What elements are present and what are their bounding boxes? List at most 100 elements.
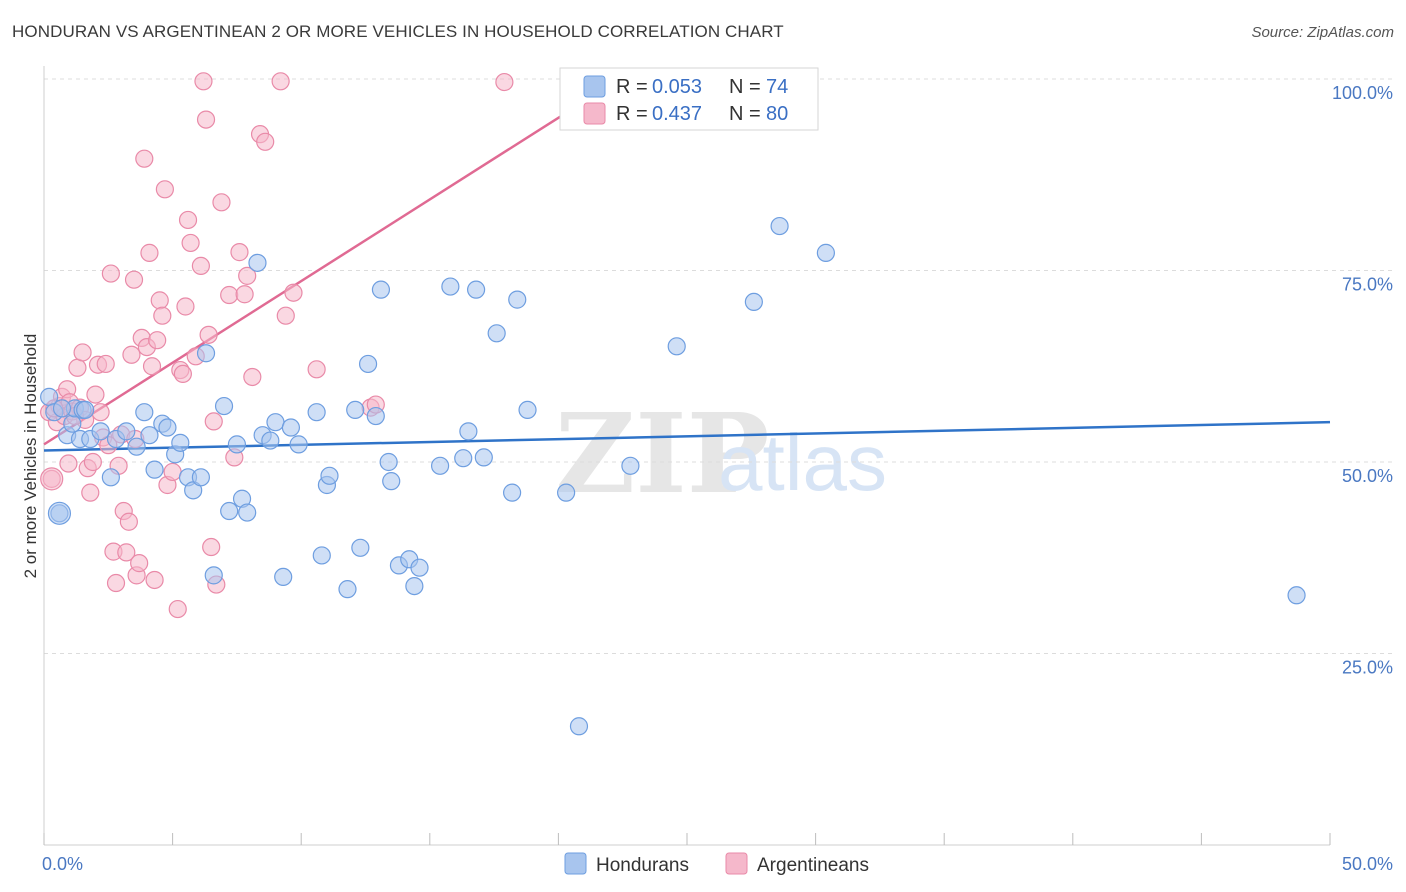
correlation-legend: R = 0.053 N = 74 R = 0.437 N = 80 — [559, 67, 819, 131]
point-hondurans-70 — [816, 243, 835, 262]
source-credit: Source: ZipAtlas.com — [1251, 24, 1394, 41]
chart-title: HONDURAN VS ARGENTINEAN 2 OR MORE VEHICL… — [12, 22, 784, 41]
point-argentineans-77 — [59, 454, 78, 473]
axes: 25.0% 50.0% 75.0% 100.0% — [43, 66, 1393, 846]
point-hondurans-27 — [220, 501, 239, 521]
legend-n-value-argentineans: 80 — [766, 103, 788, 125]
point-argentineans-36 — [140, 243, 159, 262]
y-axis-label: 2 or more Vehicles in Household — [21, 334, 40, 579]
point-hondurans-37 — [289, 435, 308, 454]
series-legend: Hondurans Argentineans — [564, 852, 869, 876]
point-hondurans-52 — [405, 576, 424, 596]
legend-r-label-1: R = — [616, 76, 648, 98]
point-hondurans-38 — [307, 403, 326, 422]
point-hondurans-66 — [621, 456, 640, 475]
point-hondurans-25 — [204, 566, 223, 585]
y-tick-label-25: 25.0% — [1342, 658, 1393, 678]
point-argentineans-50 — [181, 233, 200, 253]
point-hondurans-59 — [474, 448, 493, 467]
point-hondurans-65 — [569, 717, 589, 736]
legend-r-label-2: R = — [616, 103, 648, 125]
trend-line-hondurans — [43, 420, 1331, 452]
point-hondurans-36 — [281, 418, 301, 437]
point-hondurans-44 — [351, 538, 370, 557]
point-hondurans-28 — [227, 435, 246, 454]
point-argentineans-48 — [176, 297, 195, 316]
point-argentineans-large — [40, 467, 64, 491]
point-hondurans-47 — [371, 280, 391, 299]
y-tick-label-75: 75.0% — [1342, 275, 1393, 295]
point-argentineans-32 — [130, 554, 149, 573]
y-tick-label-50: 50.0% — [1342, 466, 1393, 486]
gridlines — [44, 78, 1393, 654]
legend-swatch-hondurans — [583, 75, 606, 98]
point-argentineans-60 — [220, 285, 239, 305]
point-hondurans-16 — [145, 460, 164, 479]
point-argentineans-30 — [124, 270, 144, 289]
point-argentineans-38 — [145, 570, 164, 590]
point-hondurans-46 — [366, 406, 385, 426]
point-hondurans-10 — [101, 468, 120, 487]
series-legend-label-hondurans: Hondurans — [596, 855, 689, 876]
point-hondurans-60 — [487, 324, 506, 343]
legend-n-value-hondurans: 74 — [766, 76, 788, 98]
legend-n-label-1: N = — [729, 76, 761, 98]
point-argentineans-47 — [173, 364, 192, 384]
point-hondurans-53 — [410, 558, 429, 577]
point-argentineans-65 — [243, 367, 262, 387]
trend-line-argentineans — [43, 108, 572, 446]
point-hondurans-61 — [503, 483, 522, 502]
point-argentineans-28 — [119, 512, 138, 531]
point-hondurans-69 — [770, 216, 789, 236]
point-hondurans-54 — [430, 456, 450, 475]
point-argentineans-53 — [194, 72, 213, 91]
point-argentineans-21 — [101, 264, 120, 283]
point-argentineans-68 — [271, 72, 290, 91]
point-argentineans-16 — [86, 385, 105, 404]
point-hondurans-64 — [557, 483, 576, 502]
point-hondurans-23 — [191, 468, 210, 487]
point-hondurans-12 — [117, 422, 136, 441]
watermark-zip: ZIP — [555, 389, 769, 518]
point-argentineans-23 — [106, 573, 126, 593]
point-hondurans-20 — [171, 433, 190, 452]
trend-lines — [43, 108, 1331, 452]
legend-n-label-2: N = — [729, 103, 761, 125]
point-argentineans-9 — [68, 358, 87, 377]
point-argentineans-67 — [256, 132, 275, 151]
point-argentineans-71 — [307, 360, 326, 379]
point-hondurans-31 — [248, 253, 267, 272]
point-argentineans-57 — [204, 412, 223, 431]
point-argentineans-54 — [196, 110, 216, 129]
point-hondurans-49 — [382, 472, 401, 491]
point-hondurans-39 — [312, 546, 331, 565]
point-hondurans-45 — [358, 354, 378, 374]
point-argentineans-34 — [135, 149, 154, 168]
point-hondurans-57 — [459, 422, 478, 441]
series-legend-swatch-argentineans — [725, 852, 748, 875]
point-hondurans-48 — [379, 452, 398, 472]
point-argentineans-74 — [495, 72, 514, 92]
point-argentineans-44 — [163, 462, 182, 482]
point-hondurans-68 — [744, 292, 763, 312]
point-hondurans-41 — [320, 466, 339, 485]
point-argentineans-41 — [153, 306, 172, 325]
point-hondurans-35 — [274, 567, 293, 587]
point-hondurans-42 — [338, 580, 357, 599]
data-points — [40, 72, 1306, 736]
point-hondurans-55 — [441, 277, 460, 296]
point-hondurans-15 — [140, 426, 159, 445]
point-argentineans-37 — [142, 357, 162, 376]
legend-swatch-argentineans — [583, 102, 606, 125]
point-argentineans-56 — [202, 537, 221, 557]
point-argentineans-78 — [91, 403, 110, 422]
point-argentineans-11 — [73, 343, 92, 362]
point-argentineans-63 — [235, 285, 254, 304]
point-argentineans-52 — [191, 256, 210, 276]
point-hondurans-34 — [266, 413, 285, 432]
point-hondurans-67 — [667, 337, 686, 356]
series-legend-swatch-hondurans — [564, 852, 587, 875]
x-tick-label-min: 0.0% — [42, 854, 83, 874]
point-hondurans-62 — [508, 290, 527, 309]
point-hondurans-73 — [76, 400, 95, 420]
